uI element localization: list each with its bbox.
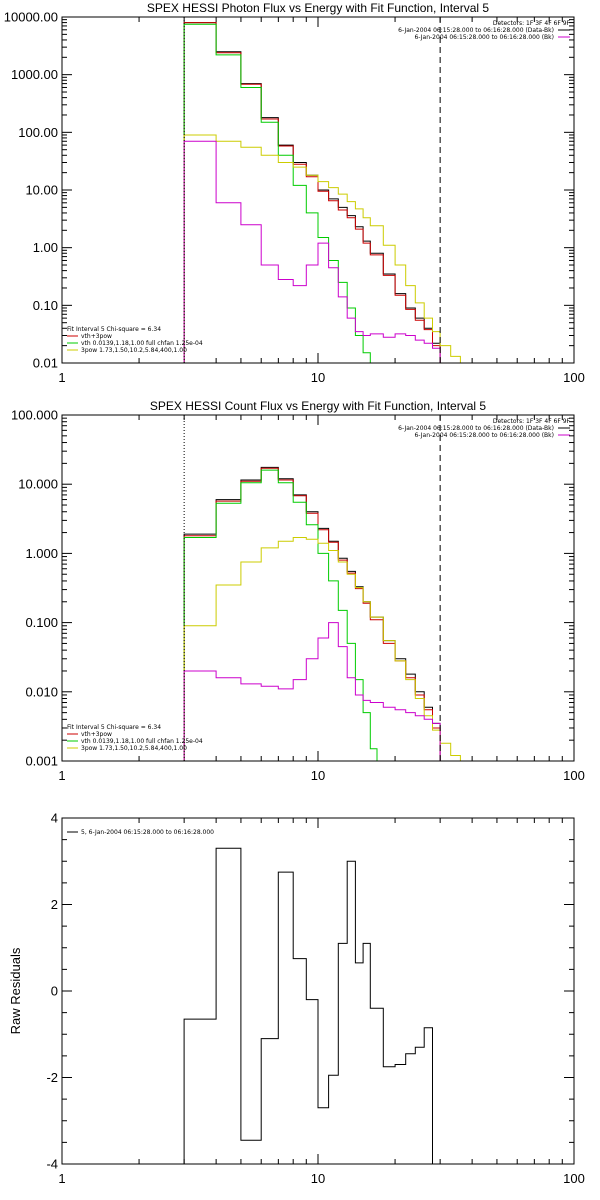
x-tick-label: 1 bbox=[58, 1171, 65, 1186]
y-tick-label: 2 bbox=[51, 897, 58, 912]
x-tick-label: 100 bbox=[563, 370, 585, 385]
legend-entry-right: 6-Jan-2004 06:15:28.000 to 06:16:28.000 … bbox=[398, 425, 554, 432]
series-line-2 bbox=[183, 467, 441, 761]
legend-entry-left: vth 0.0139,1.18,1.00 full chfan 1.25e-04 bbox=[81, 738, 203, 745]
y-tick-label: 0.001 bbox=[25, 754, 58, 769]
legend-entry-right: Detectors: 1F 3F 4F 6F 9F bbox=[493, 418, 571, 425]
y-tick-label: 0.10 bbox=[33, 298, 58, 313]
y-tick-label: 10000.00 bbox=[4, 10, 58, 25]
chart-title: SPEX HESSI Count Flux vs Energy with Fit… bbox=[150, 399, 486, 413]
x-tick-label: 10 bbox=[311, 370, 325, 385]
y-tick-label: 10.000 bbox=[18, 477, 58, 492]
y-tick-label: 100.000 bbox=[11, 408, 58, 423]
y-tick-label: 0.010 bbox=[25, 684, 58, 699]
legend-entry-left: Fit Interval 5 Chi-square = 6.34 bbox=[67, 326, 161, 333]
x-tick-label: 100 bbox=[563, 1171, 585, 1186]
series-line-4 bbox=[183, 134, 461, 363]
legend-entry-left: vth+3pow bbox=[81, 731, 112, 738]
series-line-5 bbox=[183, 622, 441, 761]
y-tick-label: 0.100 bbox=[25, 615, 58, 630]
y-tick-label: 100.00 bbox=[18, 125, 58, 140]
legend-entry-left: vth 0.0139,1.18,1.00 full chfan 1.25e-04 bbox=[81, 340, 203, 347]
chart-panel-1: SPEX HESSI Photon Flux vs Energy with Fi… bbox=[4, 1, 585, 385]
legend-entry-right: Detectors: 1F 3F 4F 6F 9F bbox=[493, 20, 571, 27]
plot-frame bbox=[61, 16, 575, 364]
plot-frame bbox=[61, 414, 575, 762]
y-tick-label: -2 bbox=[46, 1070, 58, 1085]
y-tick-label: 4 bbox=[51, 811, 58, 826]
y-tick-label: 10.00 bbox=[25, 183, 58, 198]
chart-panel-3: 1 10 100 -4 -2 0 2 4 Raw Residuals 5, 6-Jan-2004 … bbox=[8, 811, 585, 1187]
y-tick-label: 1.00 bbox=[33, 240, 58, 255]
x-tick-label: 100 bbox=[563, 768, 585, 783]
x-tick-label: 10 bbox=[311, 1171, 325, 1186]
legend-entry-right: 6-Jan-2004 06:15:28.000 to 06:16:28.000 … bbox=[414, 34, 554, 41]
series-line-3 bbox=[183, 23, 377, 363]
y-tick-label: 0.01 bbox=[33, 356, 58, 371]
plot-frame bbox=[61, 817, 575, 1165]
legend-entry-left: 3pow 1.73,1.50,10.2,5.84,400,1.00 bbox=[81, 745, 187, 752]
y-tick-label: 1000.00 bbox=[11, 67, 58, 82]
series-line-1 bbox=[183, 847, 441, 1164]
series-line-1 bbox=[183, 466, 441, 761]
legend-entry-right: 6-Jan-2004 06:15:28.000 to 06:16:28.000 … bbox=[414, 432, 554, 439]
x-tick-label: 1 bbox=[58, 370, 65, 385]
series-line-5 bbox=[183, 140, 441, 363]
series-line-1 bbox=[183, 22, 441, 363]
series-line-3 bbox=[183, 469, 378, 761]
y-tick-label: -4 bbox=[46, 1157, 58, 1172]
legend-entry-right: 6-Jan-2004 06:15:28.000 to 06:16:28.000 … bbox=[398, 27, 554, 34]
chart-panel-2: SPEX HESSI Count Flux vs Energy with Fit… bbox=[11, 399, 585, 783]
x-tick-label: 1 bbox=[58, 768, 65, 783]
legend-entry-left: 5, 6-Jan-2004 06:15:28.000 to 06:16:28.0… bbox=[81, 829, 214, 836]
legend-entry-left: vth+3pow bbox=[81, 333, 112, 340]
legend-entry-left: Fit Interval 5 Chi-square = 6.34 bbox=[67, 724, 161, 731]
y-tick-label: 1.000 bbox=[25, 546, 58, 561]
series-line-2 bbox=[183, 22, 441, 363]
y-tick-label: 0 bbox=[51, 984, 58, 999]
y-axis-label: Raw Residuals bbox=[8, 947, 23, 1034]
legend-entry-left: 3pow 1.73,1.50,10.2,5.84,400,1.00 bbox=[81, 347, 187, 354]
chart-title: SPEX HESSI Photon Flux vs Energy with Fi… bbox=[147, 1, 489, 15]
x-tick-label: 10 bbox=[311, 768, 325, 783]
